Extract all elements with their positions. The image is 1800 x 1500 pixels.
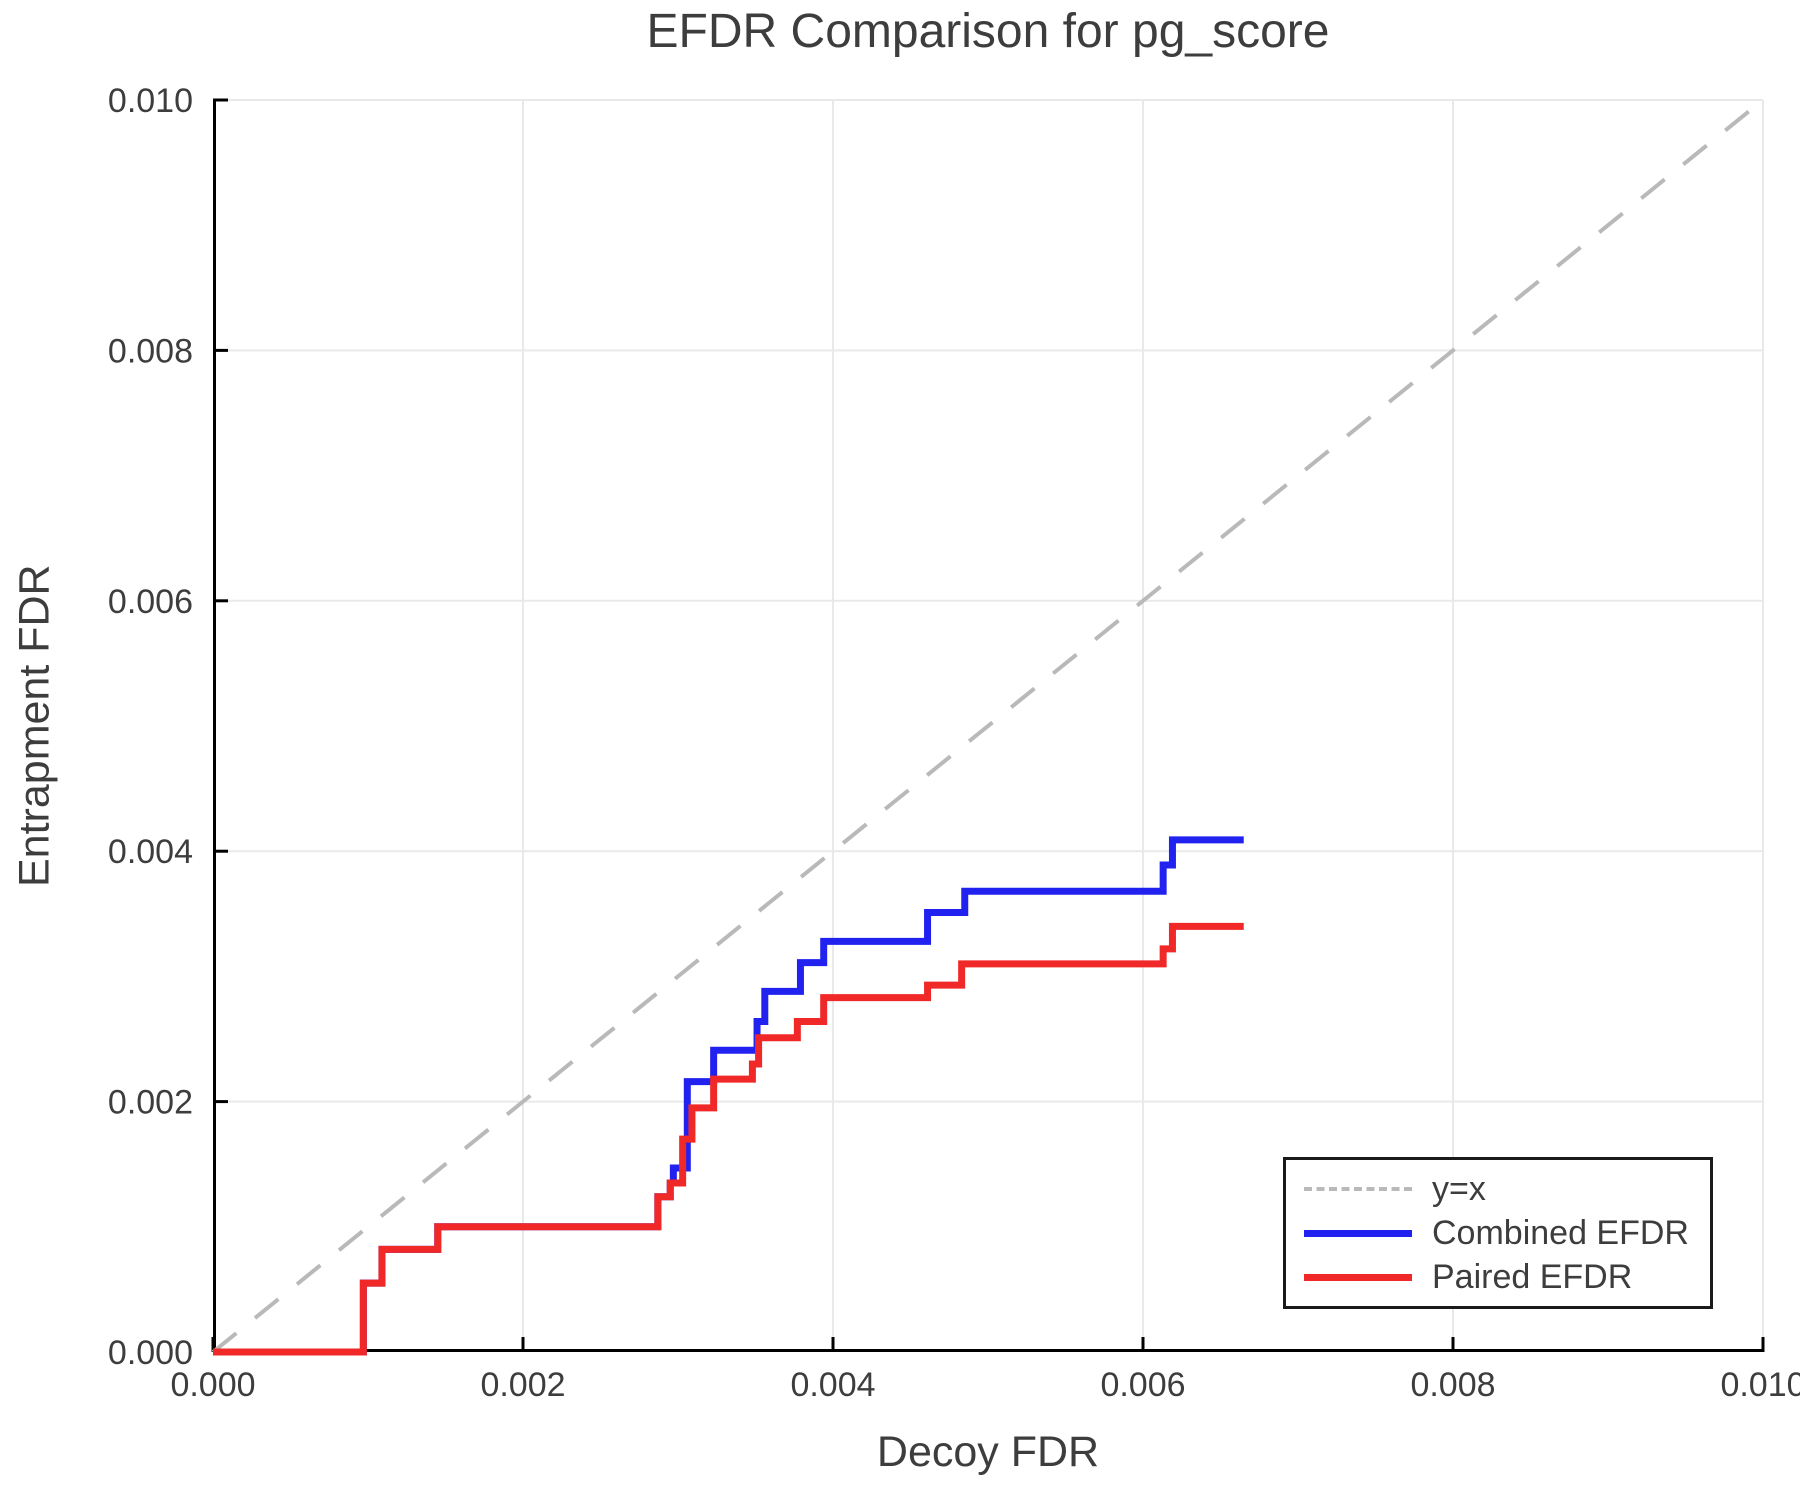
figure-title: EFDR Comparison for pg_score [646,5,1330,58]
svg-text:0.004: 0.004 [108,833,193,871]
svg-text:0.004: 0.004 [790,1366,875,1404]
legend-item-combined-efdr: Combined EFDR [1304,1213,1710,1253]
legend-item-label: y=x [1432,1169,1486,1208]
svg-text:0.008: 0.008 [108,332,193,370]
svg-text:0.002: 0.002 [108,1084,193,1122]
svg-text:0.010: 0.010 [1720,1366,1800,1404]
paired-efdr-line-sample [1304,1273,1412,1281]
legend-item-label: Paired EFDR [1432,1257,1633,1296]
identity-line-sample [1304,1187,1412,1191]
combined-efdr-line-sample [1304,1229,1412,1237]
legend: y=x Combined EFDR Paired EFDR [1283,1157,1713,1309]
x-axis-label: Decoy FDR [876,1428,1100,1476]
svg-text:0.002: 0.002 [480,1366,565,1404]
svg-text:0.008: 0.008 [1410,1366,1495,1404]
svg-text:0.000: 0.000 [170,1366,255,1404]
legend-item-identity: y=x [1304,1169,1710,1209]
chart-plot: 0.000 0.002 0.004 0.006 0.008 0.010 0.000 0.002… [108,82,1800,1404]
svg-text:0.010: 0.010 [108,82,193,120]
y-axis-label: Entrapment FDR [10,564,59,888]
svg-text:0.000: 0.000 [108,1334,193,1372]
legend-item-label: Combined EFDR [1432,1213,1689,1252]
plot-area: 0.000 0.002 0.004 0.006 0.008 0.010 0.000 0.002… [108,82,1800,1404]
legend-item-paired-efdr: Paired EFDR [1304,1257,1710,1297]
svg-text:0.006: 0.006 [108,583,193,621]
svg-text:0.006: 0.006 [1100,1366,1185,1404]
